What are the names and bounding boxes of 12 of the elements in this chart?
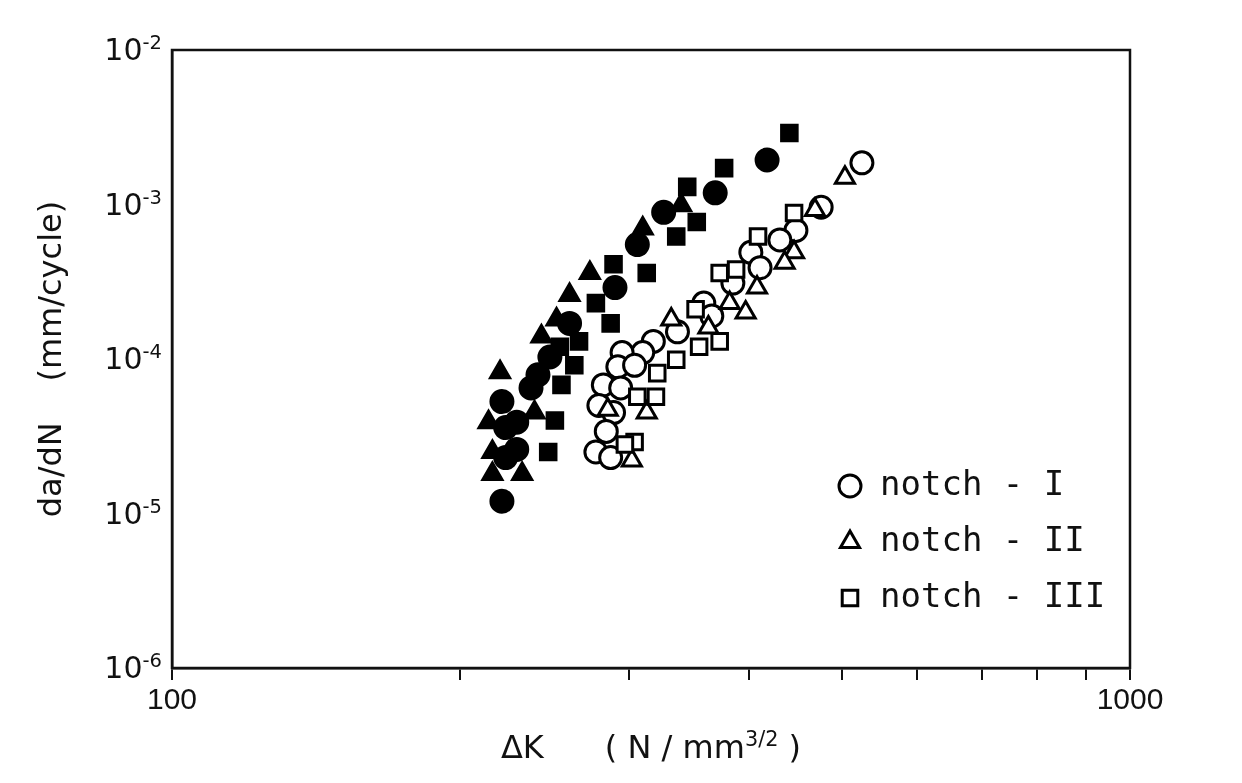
x-axis-title: ΔK ( N / mm$^{3/2}$ ) [499, 727, 803, 766]
legend-label: notch - III [880, 574, 1106, 615]
y-tick-label: 10$^{-6}$ [104, 649, 162, 685]
legend-label: notch - II [880, 518, 1085, 559]
y-tick-label: 10$^{-2}$ [103, 31, 162, 68]
x-tick-label: 1000 [1096, 682, 1164, 716]
y-tick-label: 10$^{-4}$ [104, 340, 162, 376]
y-tick-label: 10$^{-3}$ [104, 185, 162, 222]
x-tick-label: 100 [146, 682, 198, 716]
y-axis-title: da/dN (mm/cycle) [31, 199, 69, 520]
legend-label: notch - I [880, 462, 1065, 503]
y-tick-label: 10$^{-5}$ [104, 494, 162, 531]
